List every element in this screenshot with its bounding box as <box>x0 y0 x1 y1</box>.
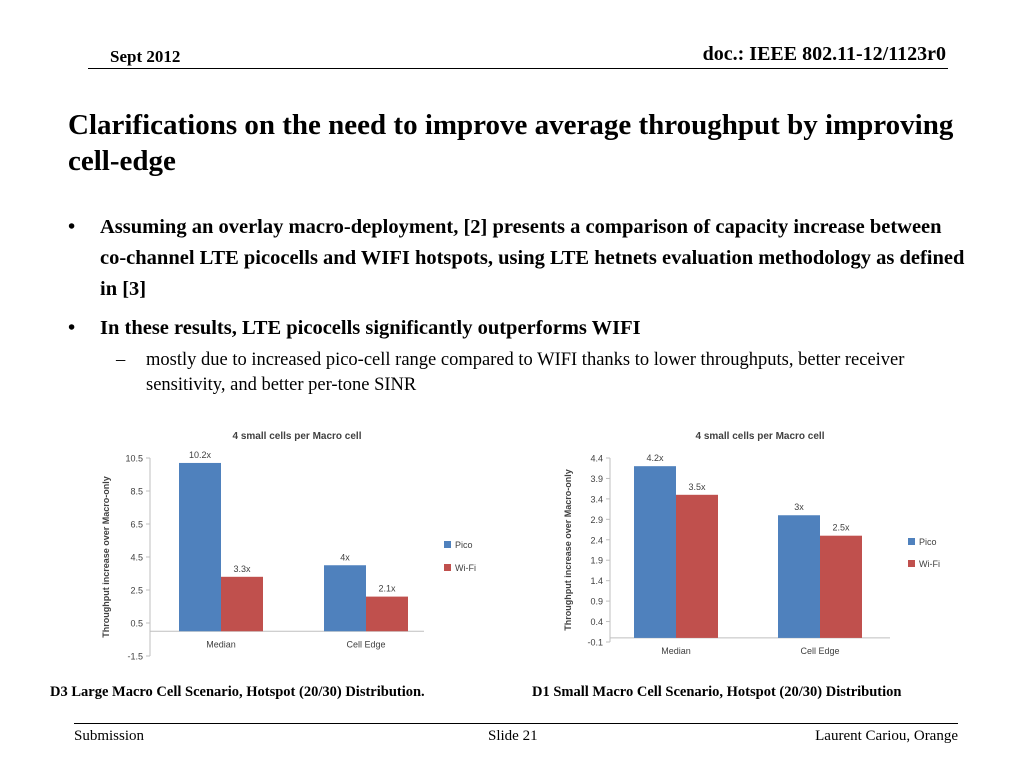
bar-data-label: 3x <box>794 502 804 512</box>
bar-data-label: 10.2x <box>189 450 212 460</box>
chart-large-macro-svg: 4 small cells per Macro cell 10.5 8.5 6.5 4.… <box>101 431 476 662</box>
sub-bullet-item: – mostly due to increased pico-cell rang… <box>68 348 968 398</box>
bullet-mark: • <box>68 317 76 339</box>
header-divider <box>88 68 948 69</box>
bar-wi-fi-cell-edge <box>820 535 862 638</box>
y-tick-label: 2.4 <box>590 535 603 545</box>
bar-pico-cell-edge <box>778 515 820 638</box>
header-doc-id: doc.: IEEE 802.11-12/1123r0 <box>702 43 946 65</box>
chart-large-macro: 4 small cells per Macro cell 10.5 8.5 6.5 4.… <box>96 424 506 664</box>
bar-wi-fi-median <box>676 494 718 638</box>
bullet-text: Assuming an overlay macro-deployment, [2… <box>100 216 965 300</box>
x-category-label: Median <box>206 639 236 649</box>
bar-data-label: 3.3x <box>233 564 251 574</box>
y-axis-title: Throughput increase over Macro-only <box>101 476 111 638</box>
x-category-label: Median <box>661 646 691 656</box>
y-axis-title: Throughput increase over Macro-only <box>563 469 573 631</box>
y-tick-label: 1.9 <box>590 556 603 566</box>
bar-data-label: 2.5x <box>832 523 850 533</box>
bar-wi-fi-cell-edge <box>366 596 408 632</box>
bar-data-label: 2.1x <box>378 584 396 594</box>
y-tick-label: 2.5 <box>130 586 143 596</box>
bar-wi-fi-median <box>221 576 263 632</box>
legend-label: Wi-Fi <box>455 563 476 573</box>
header-date: Sept 2012 <box>110 47 181 66</box>
bar-pico-median <box>634 466 676 638</box>
footer-author: Laurent Cariou, Orange <box>815 728 958 744</box>
bar-pico-median <box>179 462 221 632</box>
caption-small-macro: D1 Small Macro Cell Scenario, Hotspot (2… <box>532 684 902 700</box>
footer-divider <box>74 723 958 724</box>
legend-label: Wi-Fi <box>919 559 940 569</box>
legend-swatch <box>444 541 451 548</box>
legend-label: Pico <box>455 540 473 550</box>
y-tick-label: 3.9 <box>590 474 603 484</box>
y-tick-label: 0.5 <box>130 619 143 629</box>
y-tick-label: 4.5 <box>130 553 143 563</box>
slide-title: Clarifications on the need to improve av… <box>68 109 954 177</box>
y-tick-label: 8.5 <box>130 487 143 497</box>
bullet-text: In these results, LTE picocells signific… <box>100 317 641 339</box>
legend-label: Pico <box>919 537 937 547</box>
bullet-mark: • <box>68 216 76 238</box>
y-tick-label: -0.1 <box>587 638 603 648</box>
chart-small-macro: 4 small cells per Macro cell 4.4 3.9 3.4 2.9… <box>558 424 968 664</box>
footer-slide-number: Slide 21 <box>488 728 538 744</box>
bullet-item: • Assuming an overlay macro-deployment, … <box>68 212 968 305</box>
x-category-label: Cell Edge <box>346 639 385 649</box>
y-tick-label: 6.5 <box>130 520 143 530</box>
bar-pico-cell-edge <box>324 565 366 632</box>
bar-data-label: 4x <box>340 552 350 562</box>
bullet-item: • In these results, LTE picocells signif… <box>68 313 968 344</box>
bullet-list: • Assuming an overlay macro-deployment, … <box>68 212 968 398</box>
y-tick-label: 0.4 <box>590 617 603 627</box>
sub-bullet-mark: – <box>116 350 126 370</box>
caption-large-macro: D3 Large Macro Cell Scenario, Hotspot (2… <box>50 684 425 700</box>
chart-small-macro-svg: 4 small cells per Macro cell 4.4 3.9 3.4 2.9… <box>563 431 940 656</box>
y-tick-label: -1.5 <box>127 652 143 662</box>
legend-swatch <box>908 560 915 567</box>
x-category-label: Cell Edge <box>800 646 839 656</box>
y-tick-label: 3.4 <box>590 494 603 504</box>
y-tick-label: 10.5 <box>125 454 143 464</box>
y-tick-label: 2.9 <box>590 515 603 525</box>
bar-data-label: 3.5x <box>688 482 706 492</box>
footer-submission: Submission <box>74 728 145 744</box>
chart-title: 4 small cells per Macro cell <box>233 431 362 442</box>
sub-bullet-text: mostly due to increased pico-cell range … <box>146 350 905 395</box>
chart-title: 4 small cells per Macro cell <box>696 431 825 442</box>
legend-swatch <box>444 564 451 571</box>
y-tick-label: 0.9 <box>590 597 603 607</box>
y-tick-label: 4.4 <box>590 454 603 464</box>
legend-swatch <box>908 538 915 545</box>
bar-data-label: 4.2x <box>646 453 664 463</box>
y-tick-label: 1.4 <box>590 576 603 586</box>
